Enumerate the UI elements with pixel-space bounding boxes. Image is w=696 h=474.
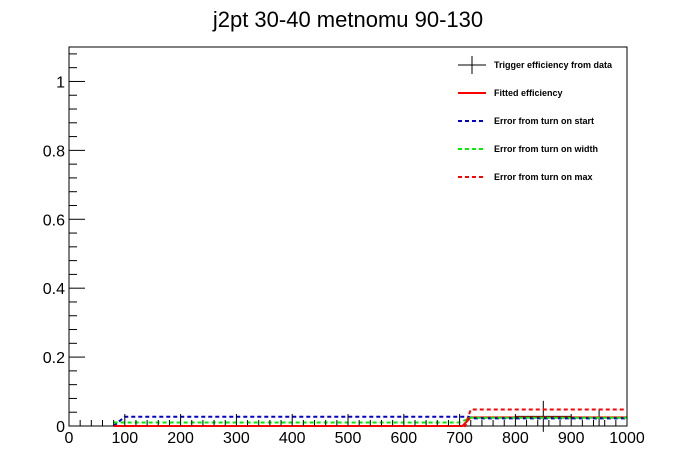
x-tick-label: 500 <box>335 430 362 447</box>
y-tick-label: 0.2 <box>43 350 65 367</box>
x-tick-label: 200 <box>167 430 194 447</box>
x-tick-label: 800 <box>502 430 529 447</box>
y-tick-label: 1 <box>56 74 65 91</box>
series-line <box>112 415 627 427</box>
axes-layer: 0 100 200 300 400 500 600 700 800 900 1000 0 0.2 0.4 0… <box>43 53 645 447</box>
x-tick-label: 900 <box>558 430 585 447</box>
x-tick-label: 0 <box>65 430 74 447</box>
y-tick-label: 0.4 <box>43 281 65 298</box>
chart-title: j2pt 30-40 metnomu 90-130 <box>212 7 483 32</box>
legend-entry: Trigger efficiency from data <box>458 56 613 74</box>
legend-label: Error from turn on max <box>494 172 593 182</box>
x-tick-label: 400 <box>279 430 306 447</box>
x-tick-label: 700 <box>446 430 473 447</box>
plot-frame <box>68 46 628 427</box>
series-line <box>113 416 627 424</box>
legend-entry: Fitted efficiency <box>458 88 563 98</box>
legend-entry: Error from turn on start <box>458 116 594 126</box>
data-point <box>515 400 572 432</box>
legend-entry: Error from turn on width <box>458 144 598 154</box>
legend-label: Fitted efficiency <box>494 88 563 98</box>
legend-label: Error from turn on start <box>494 116 594 126</box>
x-tick-label: 1000 <box>609 430 645 447</box>
legend-label: Error from turn on width <box>494 144 598 154</box>
y-tick-label: 0 <box>56 419 65 436</box>
series-line <box>113 408 627 427</box>
legend-label: Trigger efficiency from data <box>494 60 613 70</box>
x-tick-label: 300 <box>223 430 250 447</box>
x-tick-label: 600 <box>390 430 417 447</box>
series-layer <box>112 400 627 432</box>
legend-entry: Error from turn on max <box>458 172 593 182</box>
y-tick-label: 0.8 <box>43 143 65 160</box>
x-tick-label: 100 <box>111 430 138 447</box>
y-tick-label: 0.6 <box>43 212 65 229</box>
legend: Trigger efficiency from data Fitted effic… <box>458 56 613 182</box>
